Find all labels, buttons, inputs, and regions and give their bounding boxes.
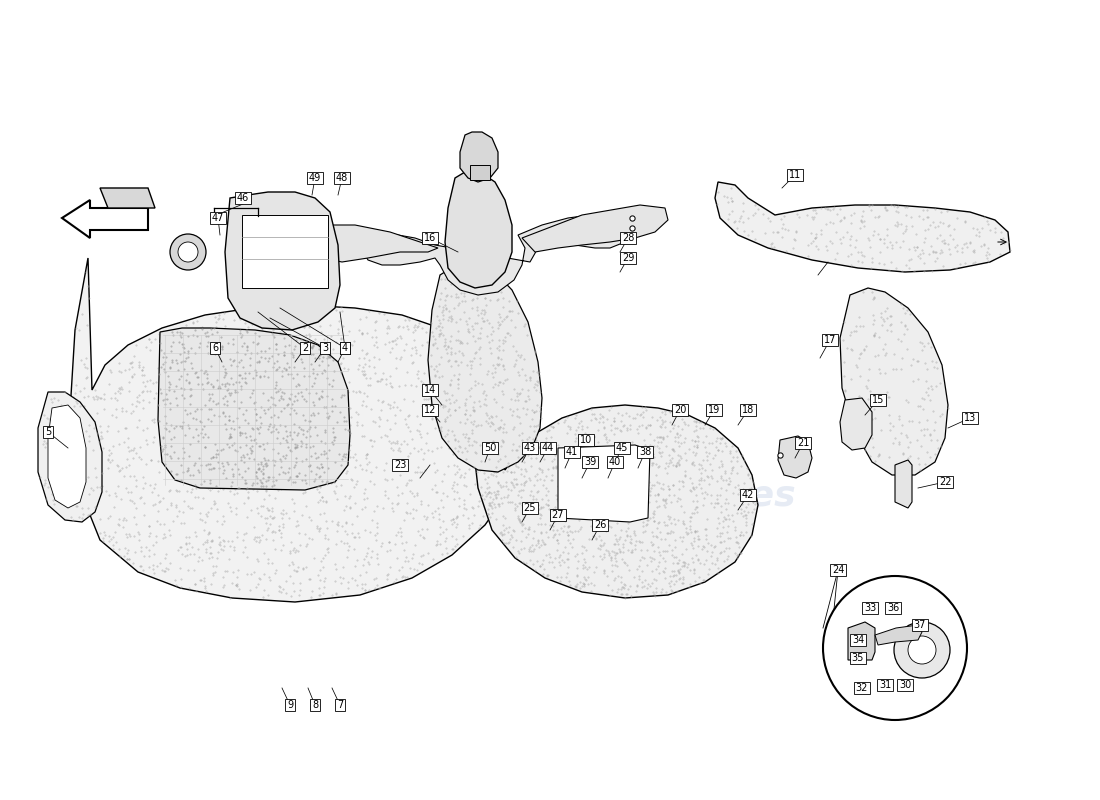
- Text: 37: 37: [914, 620, 926, 630]
- Polygon shape: [840, 288, 948, 475]
- Text: 28: 28: [621, 233, 635, 243]
- Text: eurospares: eurospares: [568, 479, 796, 513]
- Text: 50: 50: [484, 443, 496, 453]
- Text: 40: 40: [609, 457, 622, 467]
- Polygon shape: [470, 165, 490, 180]
- Text: 25: 25: [524, 503, 537, 513]
- Circle shape: [823, 576, 967, 720]
- Polygon shape: [312, 225, 438, 262]
- Polygon shape: [242, 215, 328, 288]
- Polygon shape: [446, 172, 512, 288]
- Text: 36: 36: [887, 603, 899, 613]
- Circle shape: [170, 234, 206, 270]
- Text: 42: 42: [741, 490, 755, 500]
- Text: 1: 1: [342, 343, 348, 353]
- Text: 22: 22: [938, 477, 952, 487]
- Polygon shape: [460, 132, 498, 182]
- Text: 9: 9: [287, 700, 293, 710]
- Polygon shape: [39, 392, 102, 522]
- Text: 6: 6: [212, 343, 218, 353]
- Text: 17: 17: [824, 335, 836, 345]
- Polygon shape: [226, 192, 340, 330]
- Text: 45: 45: [616, 443, 628, 453]
- Text: 47: 47: [212, 213, 224, 223]
- Text: 15: 15: [872, 395, 884, 405]
- Text: 23: 23: [394, 460, 406, 470]
- Text: 30: 30: [899, 680, 911, 690]
- Polygon shape: [472, 335, 758, 598]
- Text: 32: 32: [856, 683, 868, 693]
- Text: 49: 49: [309, 173, 321, 183]
- Text: 41: 41: [565, 447, 579, 457]
- Text: 12: 12: [424, 405, 437, 415]
- Text: 20: 20: [674, 405, 686, 415]
- Text: 16: 16: [424, 233, 436, 243]
- Text: 2: 2: [301, 343, 308, 353]
- Polygon shape: [100, 188, 155, 208]
- Polygon shape: [62, 200, 149, 238]
- Polygon shape: [522, 205, 668, 252]
- Text: 43: 43: [524, 443, 536, 453]
- Polygon shape: [715, 182, 1010, 272]
- Polygon shape: [778, 436, 812, 478]
- Text: 18: 18: [741, 405, 755, 415]
- Text: 14: 14: [424, 385, 436, 395]
- Polygon shape: [158, 328, 350, 490]
- Polygon shape: [895, 460, 912, 508]
- Polygon shape: [874, 625, 922, 645]
- Text: 24: 24: [832, 565, 844, 575]
- Text: 33: 33: [864, 603, 876, 613]
- Polygon shape: [428, 265, 542, 472]
- Circle shape: [908, 636, 936, 664]
- Text: 8: 8: [312, 700, 318, 710]
- Text: 38: 38: [639, 447, 651, 457]
- Text: 44: 44: [542, 443, 554, 453]
- Text: 39: 39: [584, 457, 596, 467]
- Text: 5: 5: [45, 427, 51, 437]
- Polygon shape: [848, 622, 874, 660]
- Polygon shape: [558, 445, 650, 522]
- Text: 11: 11: [789, 170, 801, 180]
- Text: 7: 7: [337, 700, 343, 710]
- Polygon shape: [48, 405, 86, 508]
- Text: 3: 3: [322, 343, 328, 353]
- Text: 26: 26: [594, 520, 606, 530]
- Text: 48: 48: [336, 173, 348, 183]
- Polygon shape: [840, 398, 872, 450]
- Text: 29: 29: [621, 253, 635, 263]
- Text: 21: 21: [796, 438, 810, 448]
- Text: 31: 31: [879, 680, 891, 690]
- Polygon shape: [70, 258, 520, 602]
- Text: 27: 27: [552, 510, 564, 520]
- Text: 34: 34: [851, 635, 865, 645]
- Text: 35: 35: [851, 653, 865, 663]
- Circle shape: [894, 622, 950, 678]
- Circle shape: [178, 242, 198, 262]
- Text: 10: 10: [580, 435, 592, 445]
- Text: eurospares: eurospares: [150, 367, 378, 401]
- Text: 19: 19: [708, 405, 720, 415]
- Text: 13: 13: [964, 413, 976, 423]
- Text: 46: 46: [236, 193, 249, 203]
- Polygon shape: [362, 215, 635, 295]
- Text: 4: 4: [342, 343, 348, 353]
